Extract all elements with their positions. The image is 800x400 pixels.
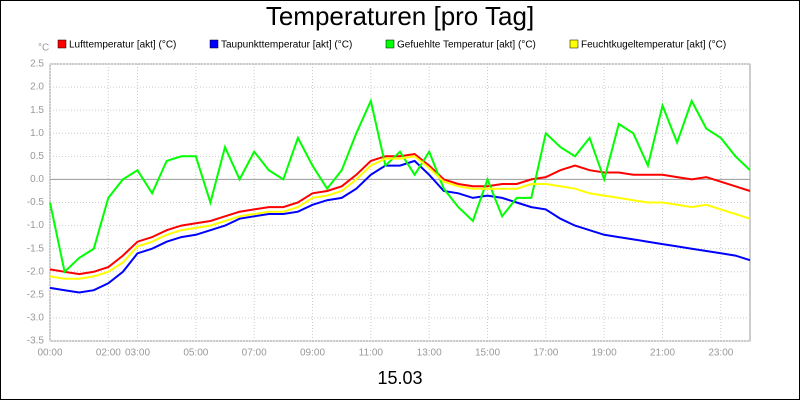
x-tick-label: 07:00 [242,348,267,359]
y-tick-label: 2.0 [30,82,44,93]
series-line [49,97,751,274]
y-tick-label: 0.0 [30,174,44,185]
y-tick-label: 2.5 [30,59,44,70]
chart-title: Temperaturen [pro Tag] [266,1,534,31]
x-tick-label: 13:00 [417,348,442,359]
x-tick-label: 21:00 [650,348,675,359]
legend-label: Taupunkttemperatur [akt] (°C) [221,40,352,51]
legend-label: Feuchtkugeltemperatur [akt] (°C) [581,40,726,51]
legend-swatch [209,39,219,49]
y-tick-label: -2.5 [27,289,45,300]
y-unit: °C [38,43,49,54]
x-tick-label: 17:00 [533,348,558,359]
x-tick-label: 00:00 [37,348,62,359]
series-line [49,152,751,276]
x-tick-label: 19:00 [592,348,617,359]
x-axis-label: 15.03 [377,368,422,388]
x-tick-label: 05:00 [183,348,208,359]
series-line [49,159,751,294]
legend-swatch [569,39,579,49]
y-tick-label: 1.0 [30,128,44,139]
y-tick-label: -0.5 [27,197,45,208]
legend-label: Lufttemperatur [akt] (°C) [69,40,176,51]
series-line [49,155,751,280]
x-tick-label: 11:00 [359,348,384,359]
x-tick-label: 23:00 [708,348,733,359]
y-tick-label: -3.0 [27,313,45,324]
plot-area [49,63,751,342]
x-tick-label: 03:00 [125,348,150,359]
y-tick-label: 1.5 [30,105,44,116]
y-tick-label: -1.0 [27,220,45,231]
y-tick-label: -2.0 [27,266,45,277]
x-tick-label: 02:00 [96,348,121,359]
legend-label: Gefuehlte Temperatur [akt] (°C) [397,40,536,51]
y-tick-label: -1.5 [27,243,45,254]
y-tick-label: -3.5 [27,336,45,347]
legend-swatch [385,39,395,49]
y-tick-label: 0.5 [30,151,44,162]
x-tick-label: 15:00 [475,348,500,359]
x-tick-label: 09:00 [300,348,325,359]
legend-swatch [57,39,67,49]
